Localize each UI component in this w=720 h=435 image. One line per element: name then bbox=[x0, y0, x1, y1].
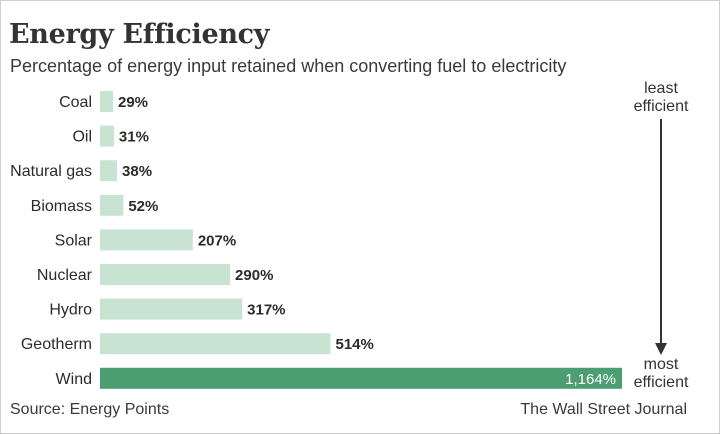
value-label-hydro: 317% bbox=[247, 302, 285, 319]
least-efficient-annotation: least efficient bbox=[619, 80, 703, 116]
source-note: Source: Energy Points bbox=[10, 401, 170, 418]
bar-solar bbox=[100, 229, 193, 251]
chart-title: Energy Efficiency bbox=[9, 19, 270, 50]
least-efficient-line-1: least bbox=[644, 80, 678, 97]
category-label-biomass: Biomass bbox=[31, 198, 92, 215]
value-label-wind: 1,164% bbox=[565, 371, 616, 388]
category-label-hydro: Hydro bbox=[49, 302, 92, 319]
publisher-credit: The Wall Street Journal bbox=[520, 401, 687, 418]
value-label-natural-gas: 38% bbox=[122, 163, 152, 180]
bar-geotherm bbox=[100, 333, 331, 355]
category-label-coal: Coal bbox=[59, 94, 92, 111]
category-label-wind: Wind bbox=[56, 371, 92, 388]
arrow-shaft bbox=[660, 119, 662, 345]
most-efficient-line-2: efficient bbox=[633, 374, 689, 391]
least-efficient-line-2: efficient bbox=[633, 98, 689, 115]
category-label-nuclear: Nuclear bbox=[37, 267, 93, 284]
bar-wind bbox=[100, 367, 622, 389]
most-efficient-annotation: most efficient bbox=[619, 356, 703, 392]
most-efficient-line-1: most bbox=[643, 356, 679, 373]
value-label-nuclear: 290% bbox=[235, 267, 273, 284]
category-label-natural-gas: Natural gas bbox=[10, 163, 92, 180]
value-label-solar: 207% bbox=[198, 232, 236, 249]
category-label-oil: Oil bbox=[72, 129, 92, 146]
bar-oil bbox=[100, 125, 114, 147]
bar-biomass bbox=[100, 194, 124, 216]
value-label-oil: 31% bbox=[119, 129, 149, 146]
value-label-geotherm: 514% bbox=[336, 336, 374, 353]
category-label-geotherm: Geotherm bbox=[21, 336, 92, 353]
value-label-coal: 29% bbox=[118, 94, 148, 111]
bar-coal bbox=[100, 91, 114, 112]
bar-nuclear bbox=[100, 264, 231, 285]
down-arrow-icon bbox=[655, 119, 667, 359]
chart-subtitle: Percentage of energy input retained when… bbox=[10, 56, 567, 76]
value-label-biomass: 52% bbox=[128, 198, 158, 215]
bar-hydro bbox=[100, 298, 243, 320]
bar-natural-gas bbox=[100, 160, 118, 182]
category-label-solar: Solar bbox=[55, 232, 93, 249]
arrow-head bbox=[655, 343, 667, 355]
